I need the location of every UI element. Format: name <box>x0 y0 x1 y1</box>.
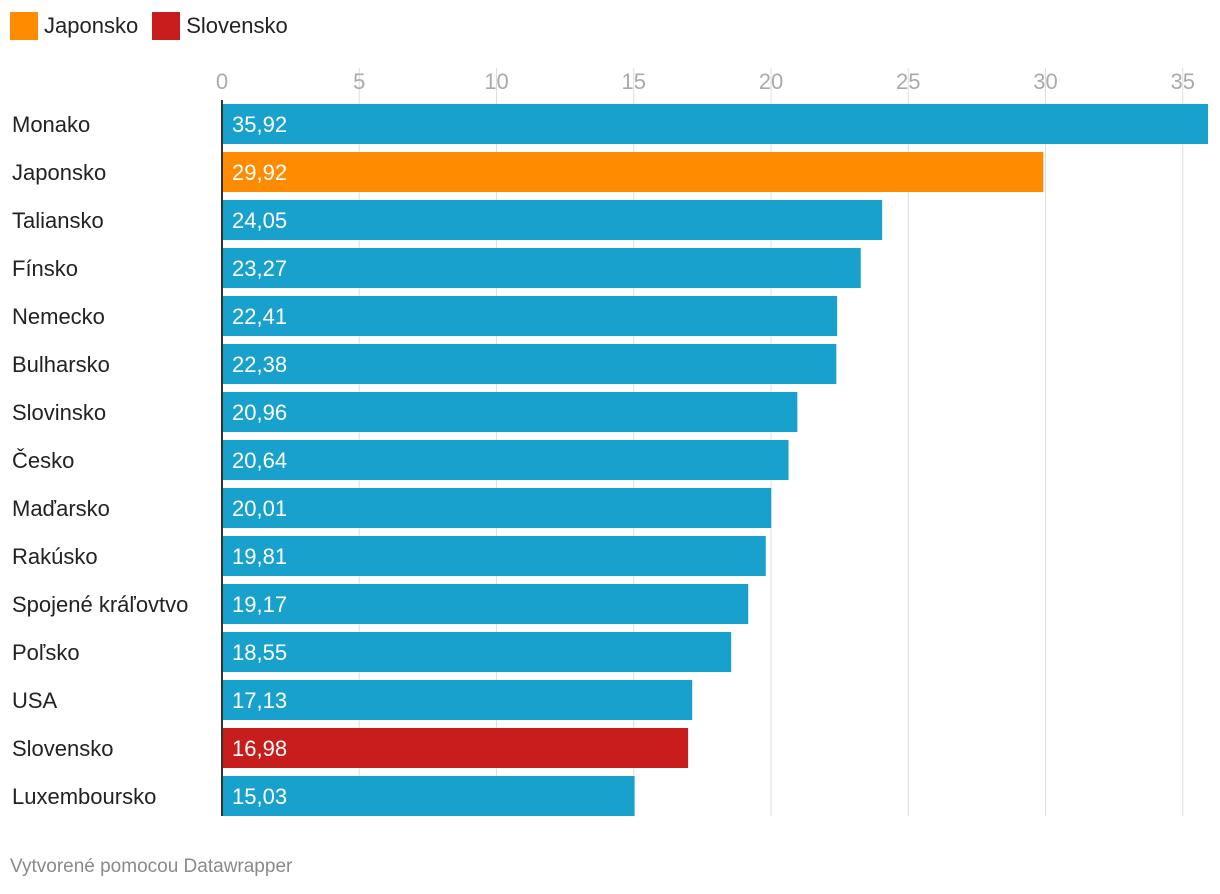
bar-cesko <box>222 440 789 480</box>
category-label-cesko: Česko <box>12 448 74 473</box>
bar-japonsko <box>222 152 1044 192</box>
x-tick-label-25: 25 <box>896 69 920 94</box>
x-tick-label-35: 35 <box>1171 69 1195 94</box>
bar-nemecko <box>222 296 838 336</box>
legend-swatch-slovensko <box>152 12 181 40</box>
category-label-japonsko: Japonsko <box>12 160 106 185</box>
bar-polsko <box>222 632 732 672</box>
category-label-usa: USA <box>12 688 58 713</box>
value-label-finsko: 23,27 <box>232 256 287 281</box>
value-label-bulharsko: 22,38 <box>232 352 287 377</box>
value-label-cesko: 20,64 <box>232 448 287 473</box>
bar-taliansko <box>222 200 883 240</box>
value-label-rakusko: 19,81 <box>232 544 287 569</box>
bar-madarsko <box>222 488 772 528</box>
value-label-taliansko: 24,05 <box>232 208 287 233</box>
value-label-polsko: 18,55 <box>232 640 287 665</box>
bar-rakusko <box>222 536 766 576</box>
category-label-nemecko: Nemecko <box>12 304 105 329</box>
value-label-luxemboursko: 15,03 <box>232 784 287 809</box>
value-label-slovinsko: 20,96 <box>232 400 287 425</box>
bar-finsko <box>222 248 861 288</box>
bar-chart: 0 5 10 15 20 25 30 35 Monako 35,92 Japonsko 29,92 Ta… <box>12 68 1209 816</box>
category-label-polsko: Poľsko <box>12 640 80 665</box>
value-label-madarsko: 20,01 <box>232 496 287 521</box>
category-label-slovensko: Slovensko <box>12 736 114 761</box>
legend-swatch-japonsko <box>10 12 38 40</box>
bar-luxemboursko <box>222 776 635 816</box>
bar-monako <box>222 104 1209 144</box>
category-label-slovinsko: Slovinsko <box>12 400 106 425</box>
x-tick-label-30: 30 <box>1033 69 1057 94</box>
bar-slovensko <box>222 728 689 768</box>
bar-usa <box>222 680 693 720</box>
value-label-japonsko: 29,92 <box>232 160 287 185</box>
legend-item-japonsko: Japonsko <box>10 12 138 40</box>
category-label-monako: Monako <box>12 112 90 137</box>
bar-slovinsko <box>222 392 798 432</box>
footer-credit: Vytvorené pomocou Datawrapper <box>10 856 293 877</box>
legend: Japonsko Slovensko <box>10 12 302 40</box>
value-label-slovensko: 16,98 <box>232 736 287 761</box>
category-label-finsko: Fínsko <box>12 256 78 281</box>
x-tick-label-0: 0 <box>216 69 228 94</box>
bar-bulharsko <box>222 344 837 384</box>
category-label-madarsko: Maďarsko <box>12 496 110 521</box>
bar-spojene-kralovtvo <box>222 584 749 624</box>
x-tick-label-10: 10 <box>484 69 508 94</box>
category-label-spojene-kralovtvo: Spojené kráľovtvo <box>12 592 188 617</box>
value-label-nemecko: 22,41 <box>232 304 287 329</box>
legend-item-slovensko: Slovensko <box>152 12 288 40</box>
x-tick-label-5: 5 <box>353 69 365 94</box>
x-tick-label-20: 20 <box>759 69 783 94</box>
value-label-monako: 35,92 <box>232 112 287 137</box>
x-tick-label-15: 15 <box>622 69 646 94</box>
value-label-spojene-kralovtvo: 19,17 <box>232 592 287 617</box>
category-label-luxemboursko: Luxemboursko <box>12 784 156 809</box>
category-label-bulharsko: Bulharsko <box>12 352 110 377</box>
category-label-taliansko: Taliansko <box>12 208 104 233</box>
legend-label-slovensko: Slovensko <box>186 13 288 38</box>
value-label-usa: 17,13 <box>232 688 287 713</box>
category-label-rakusko: Rakúsko <box>12 544 98 569</box>
legend-label-japonsko: Japonsko <box>44 13 139 38</box>
